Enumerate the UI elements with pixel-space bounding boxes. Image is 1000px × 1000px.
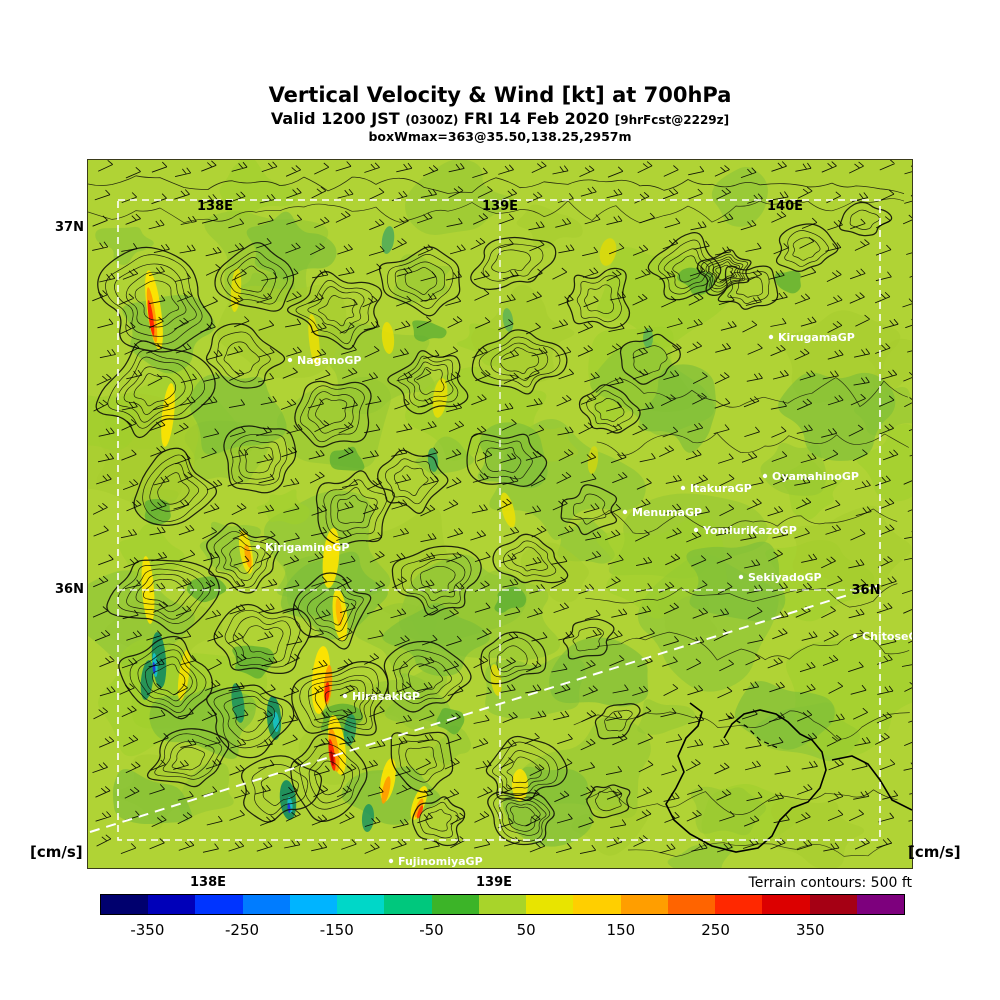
station-label: KirigamineGP [265,541,349,554]
station-marker [738,574,744,580]
colorbar-tick: 350 [795,921,825,939]
station-marker [852,633,858,639]
station-marker [768,334,774,340]
station-label: NaganoGP [297,354,361,367]
valid-time: Valid 1200 JST [270,109,400,129]
units-label-left: [cm/s] [30,843,83,861]
colorbar-segment [715,895,763,914]
wind-barbs-layer [92,160,912,855]
station-marker [693,527,699,533]
station-label: ItakuraGP [690,482,752,495]
station-label: HirasakiGP [352,690,420,703]
colorbar-tick: -250 [225,921,260,939]
colorbar-tick: 50 [516,921,536,939]
valid-time-line: Valid 1200 JST (0300Z) FRI 14 Feb 2020 [… [0,110,1000,128]
grid-label-top: 139E [482,199,518,214]
colorbar-segment [856,895,904,914]
station-label: SekiyadoGP [748,571,822,584]
colorbar-segment [148,895,196,914]
colorbar [100,894,905,915]
colorbar-segment [242,895,290,914]
colorbar-tick: -350 [130,921,165,939]
station-marker [762,473,768,479]
colorbar-segment [620,895,668,914]
map-grid-labels: 138E 139E 140E 36N [197,199,881,598]
forecast-hour: [9hrFcst@2229z] [614,113,730,128]
colorbar-tick: -150 [319,921,354,939]
terrain-contour-layer [88,175,910,857]
valid-time-utc: (0300Z) [405,113,459,128]
lat-label-left: 36N [55,582,84,597]
colorbar-tick: 150 [606,921,636,939]
coastline-layer [665,702,912,853]
station-label: OyamahinoGP [772,470,859,483]
colorbar-tick: -50 [419,921,444,939]
station-label: MenumaGP [632,506,702,519]
colorbar-segment [195,895,243,914]
colorbar-segment [101,895,149,914]
colorbar-segment [289,895,338,914]
station-label: YomiuriKazoGP [702,524,797,537]
station-label: ChitoseGP [862,630,912,643]
colorbar-segment [384,895,432,914]
colorbar-segment [337,895,385,914]
colorbar-tick: 250 [701,921,730,939]
map-area: 138E 139E 140E 36N NaganoGP KirugamaGP Oyamahi… [87,159,913,869]
stations-layer: NaganoGP KirugamaGP OyamahinoGP ItakuraGP Me… [255,331,912,868]
terrain-contours-note: Terrain contours: 500 ft [748,875,912,891]
lon-label-bottom: 138E [190,875,227,890]
grid-label-right: 36N [852,583,881,598]
colorbar-segment [667,895,716,914]
colorbar-segment [573,895,621,914]
page-title: Vertical Velocity & Wind [kt] at 700hPa [268,83,732,107]
units-label-right: [cm/s] [908,843,961,861]
header: Vertical Velocity & Wind [kt] at 700hPa … [0,83,1000,144]
station-label: FujinomiyaGP [398,855,483,868]
grid-label-top: 138E [197,199,233,214]
colorbar-segment [478,895,527,914]
station-marker [388,858,394,864]
station-label: KirugamaGP [778,331,855,344]
lon-label-bottom: 139E [476,875,513,890]
station-marker [622,509,628,515]
station-marker [680,485,686,491]
graticule-layer [89,199,881,841]
colorbar-segment [809,895,857,914]
station-marker [342,693,348,699]
grid-label-top: 140E [767,199,803,214]
station-marker [287,357,293,363]
station-marker [255,544,261,550]
lat-label-left: 37N [55,220,84,235]
colorbar-segment [526,895,574,914]
vertical-velocity-map: 138E 139E 140E 36N NaganoGP KirugamaGP Oyamahi… [88,160,912,868]
valid-date: FRI 14 Feb 2020 [463,109,610,129]
colorbar-segment [762,895,810,914]
colorbar-segment [431,895,479,914]
boxwmax-line: boxWmax=363@35.50,138.25,2957m [368,128,632,144]
